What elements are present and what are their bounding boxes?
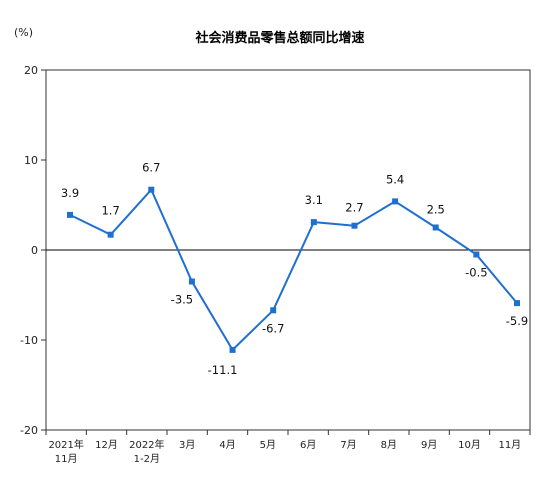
series-markers [67, 186, 520, 353]
data-label: 3.1 [305, 193, 323, 207]
data-label: 3.9 [61, 186, 79, 200]
y-tick-label: 0 [31, 244, 38, 257]
series-line [69, 187, 518, 352]
x-category-label: 3月 [179, 439, 195, 451]
y-tick-label: 10 [24, 154, 38, 167]
x-category-label: 12月 [95, 439, 118, 451]
data-label: 5.4 [386, 172, 404, 186]
x-axis: 2021年 11月 12月 2022年 1-2月 3月 4月 5月 6月 7月 8月 9月 10月 11月 [45, 430, 531, 465]
data-point-marker [351, 222, 358, 229]
data-point-marker [229, 346, 236, 353]
data-point-marker [310, 219, 317, 226]
data-label: -6.7 [262, 321, 284, 335]
x-category-label: 1-2月 [134, 453, 160, 465]
data-label: -11.1 [208, 363, 238, 377]
data-point-marker [392, 198, 399, 205]
x-category-label: 8月 [381, 439, 397, 451]
x-category-label: 11月 [55, 453, 78, 465]
y-tick-label: 20 [24, 64, 38, 77]
x-category-label: 10月 [458, 439, 481, 451]
data-point-marker [148, 186, 155, 193]
y-tick-label: -20 [20, 424, 38, 437]
chart-title: 社会消费品零售总额同比增速 [194, 30, 364, 46]
data-point-marker [188, 278, 195, 285]
y-unit-label: (%) [14, 26, 33, 39]
data-labels: 3.9 1.7 6.7 -3.5 -11.1 -6.7 3.1 2.7 5.4 2.5 -0.5 -5… [61, 161, 528, 377]
data-label: 6.7 [142, 161, 160, 175]
data-label: -3.5 [171, 293, 193, 307]
data-point-marker [514, 300, 520, 307]
data-point-marker [270, 307, 277, 314]
data-label: 1.7 [101, 204, 119, 218]
data-label: 2.5 [427, 203, 445, 217]
x-category-label: 11月 [498, 439, 521, 451]
x-category-label: 2022年 [129, 438, 164, 451]
data-point-marker [67, 211, 73, 218]
data-label: -5.9 [506, 314, 528, 328]
x-category-label: 5月 [260, 439, 276, 451]
x-category-label: 6月 [300, 439, 316, 451]
data-label: 2.7 [345, 201, 363, 215]
data-point-marker [432, 224, 439, 231]
data-point-marker [473, 251, 480, 258]
x-category-label: 4月 [219, 439, 235, 451]
x-category-label: 7月 [340, 439, 356, 451]
y-axis: 20 10 0 -10 -20 [20, 64, 46, 437]
data-label: -0.5 [465, 266, 487, 280]
x-category-label: 9月 [421, 439, 437, 451]
x-category-label: 2021年 [48, 438, 83, 451]
data-point-marker [107, 231, 114, 238]
y-tick-label: -10 [20, 334, 38, 347]
